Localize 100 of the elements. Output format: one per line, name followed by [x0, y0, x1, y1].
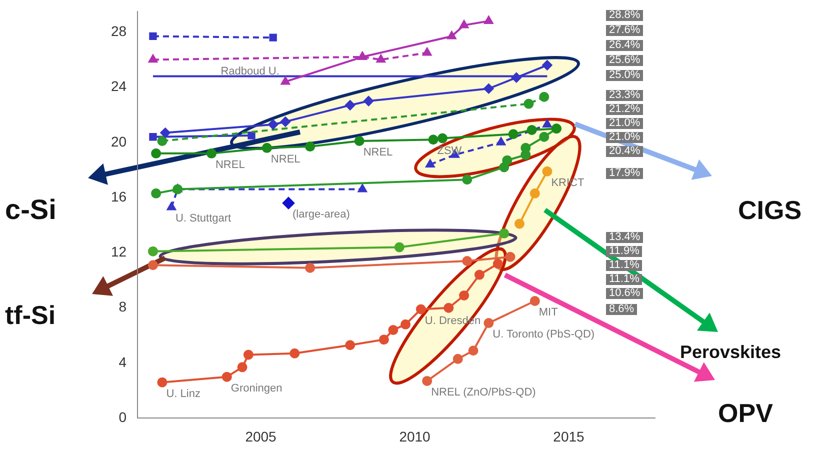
point	[542, 119, 552, 128]
point	[148, 260, 158, 270]
text: c-Si	[5, 194, 56, 226]
point	[484, 16, 494, 24]
point	[148, 246, 158, 256]
x-tick-label: 2010	[399, 428, 431, 444]
point	[388, 324, 398, 335]
point	[496, 137, 506, 146]
annotation: 11.1%	[606, 273, 642, 285]
point	[426, 159, 435, 168]
point	[151, 148, 162, 158]
y-tick-label: 4	[118, 354, 127, 370]
point	[539, 92, 550, 102]
point	[460, 20, 469, 28]
point	[248, 132, 256, 140]
point	[484, 318, 494, 328]
point	[502, 155, 512, 166]
point	[149, 133, 157, 141]
y-tick-label: 24	[110, 78, 127, 94]
point	[530, 296, 540, 306]
point	[422, 376, 432, 386]
annotation: U. Stuttgart	[175, 212, 232, 225]
point	[474, 270, 484, 280]
annotation: (large-area)	[292, 208, 350, 221]
point	[539, 132, 550, 142]
point	[157, 136, 168, 146]
text: OPV	[718, 398, 773, 429]
annotation: 21.2%	[606, 103, 644, 115]
annotation: NREL	[270, 153, 300, 166]
annotation: 20.4%	[606, 145, 644, 157]
annotation: Groningen	[230, 382, 282, 394]
point	[305, 142, 316, 152]
annotation: 28.8%	[606, 9, 644, 21]
annotation: 13.4%	[606, 231, 644, 243]
point	[166, 202, 176, 210]
point	[305, 262, 316, 273]
y-tick-label: 20	[110, 133, 127, 150]
annotation: 21.0%	[606, 131, 644, 143]
point	[345, 340, 356, 350]
point	[148, 54, 158, 63]
point	[520, 142, 531, 153]
annotation: 10.6%	[606, 287, 644, 299]
point	[157, 377, 168, 388]
point	[428, 134, 438, 145]
annotation: MIT	[538, 306, 558, 319]
annotation: 21.0%	[606, 117, 644, 129]
point	[514, 218, 524, 229]
point	[378, 334, 389, 345]
y-tick-label: 0	[118, 409, 127, 426]
point	[151, 188, 162, 198]
point	[526, 124, 537, 135]
annotation: 23.3%	[606, 89, 644, 101]
point	[280, 116, 290, 127]
point	[160, 128, 170, 138]
point	[237, 362, 248, 372]
annotation: 25.6%	[606, 54, 644, 66]
x-tick-label: 2015	[553, 428, 585, 444]
point	[437, 133, 448, 144]
point	[394, 242, 404, 252]
point	[530, 188, 540, 198]
point	[444, 302, 454, 313]
annotation: 26.4%	[606, 39, 644, 51]
point	[206, 148, 216, 158]
annotation: 27.6%	[606, 24, 644, 36]
point	[149, 32, 157, 40]
annotation: 17.9%	[606, 167, 644, 179]
annotation: NREL	[363, 146, 393, 159]
text: Perovskites	[680, 342, 782, 363]
annotation: U. Toronto (PbS-QD)	[492, 328, 595, 341]
point	[492, 258, 503, 269]
point	[269, 34, 277, 42]
point	[345, 100, 356, 110]
point	[468, 346, 478, 356]
point	[462, 174, 472, 185]
point	[290, 348, 300, 358]
point	[243, 350, 254, 360]
point	[505, 252, 516, 262]
text: tf-Si	[5, 300, 56, 331]
point	[268, 119, 278, 130]
point	[524, 98, 534, 109]
point	[499, 228, 510, 238]
point	[400, 319, 411, 330]
point	[282, 197, 294, 210]
text: CIGS	[738, 195, 802, 226]
point	[364, 96, 374, 106]
annotation: 11.1%	[606, 259, 642, 271]
annotation: 25.0%	[606, 69, 644, 81]
point	[447, 31, 456, 40]
point	[452, 354, 463, 364]
y-tick-label: 8	[118, 298, 127, 315]
point	[376, 54, 386, 63]
point	[422, 48, 432, 56]
annotation: 8.6%	[606, 303, 638, 315]
point	[416, 304, 426, 314]
y-tick-label: 16	[110, 188, 127, 204]
y-tick-label: 28	[110, 22, 127, 39]
point	[542, 166, 552, 176]
annotation: U. Linz	[166, 388, 200, 400]
point	[354, 136, 364, 146]
point	[484, 84, 494, 94]
